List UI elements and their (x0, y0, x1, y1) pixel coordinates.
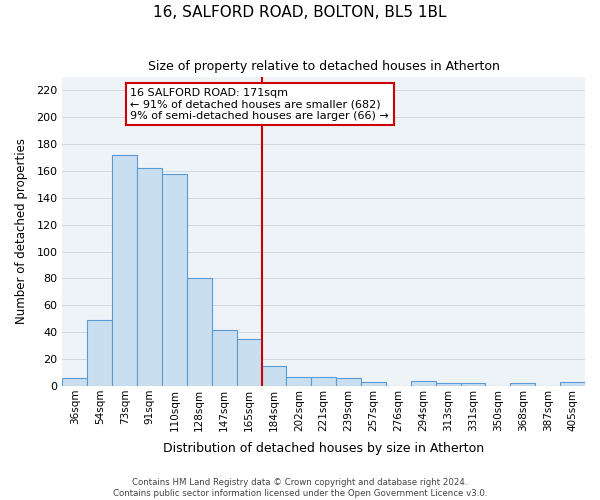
Bar (361, 382, 386, 386)
Bar (112, 155, 137, 386)
Bar (560, 382, 585, 386)
Bar (62, 378, 88, 386)
Bar (286, 376, 311, 386)
Bar (262, 366, 286, 386)
Bar (88, 320, 112, 386)
Bar (162, 174, 187, 386)
Bar (436, 384, 461, 386)
Bar (236, 339, 262, 386)
Y-axis label: Number of detached properties: Number of detached properties (15, 138, 28, 324)
Text: Contains HM Land Registry data © Crown copyright and database right 2024.
Contai: Contains HM Land Registry data © Crown c… (113, 478, 487, 498)
X-axis label: Distribution of detached houses by size in Atherton: Distribution of detached houses by size … (163, 442, 484, 455)
Bar (411, 380, 436, 386)
Title: Size of property relative to detached houses in Atherton: Size of property relative to detached ho… (148, 60, 500, 73)
Bar (137, 168, 162, 386)
Bar (336, 378, 361, 386)
Bar (311, 376, 336, 386)
Bar (461, 384, 485, 386)
Text: 16 SALFORD ROAD: 171sqm
← 91% of detached houses are smaller (682)
9% of semi-de: 16 SALFORD ROAD: 171sqm ← 91% of detache… (130, 88, 389, 121)
Text: 16, SALFORD ROAD, BOLTON, BL5 1BL: 16, SALFORD ROAD, BOLTON, BL5 1BL (153, 5, 447, 20)
Bar (511, 384, 535, 386)
Bar (212, 330, 236, 386)
Bar (187, 278, 212, 386)
